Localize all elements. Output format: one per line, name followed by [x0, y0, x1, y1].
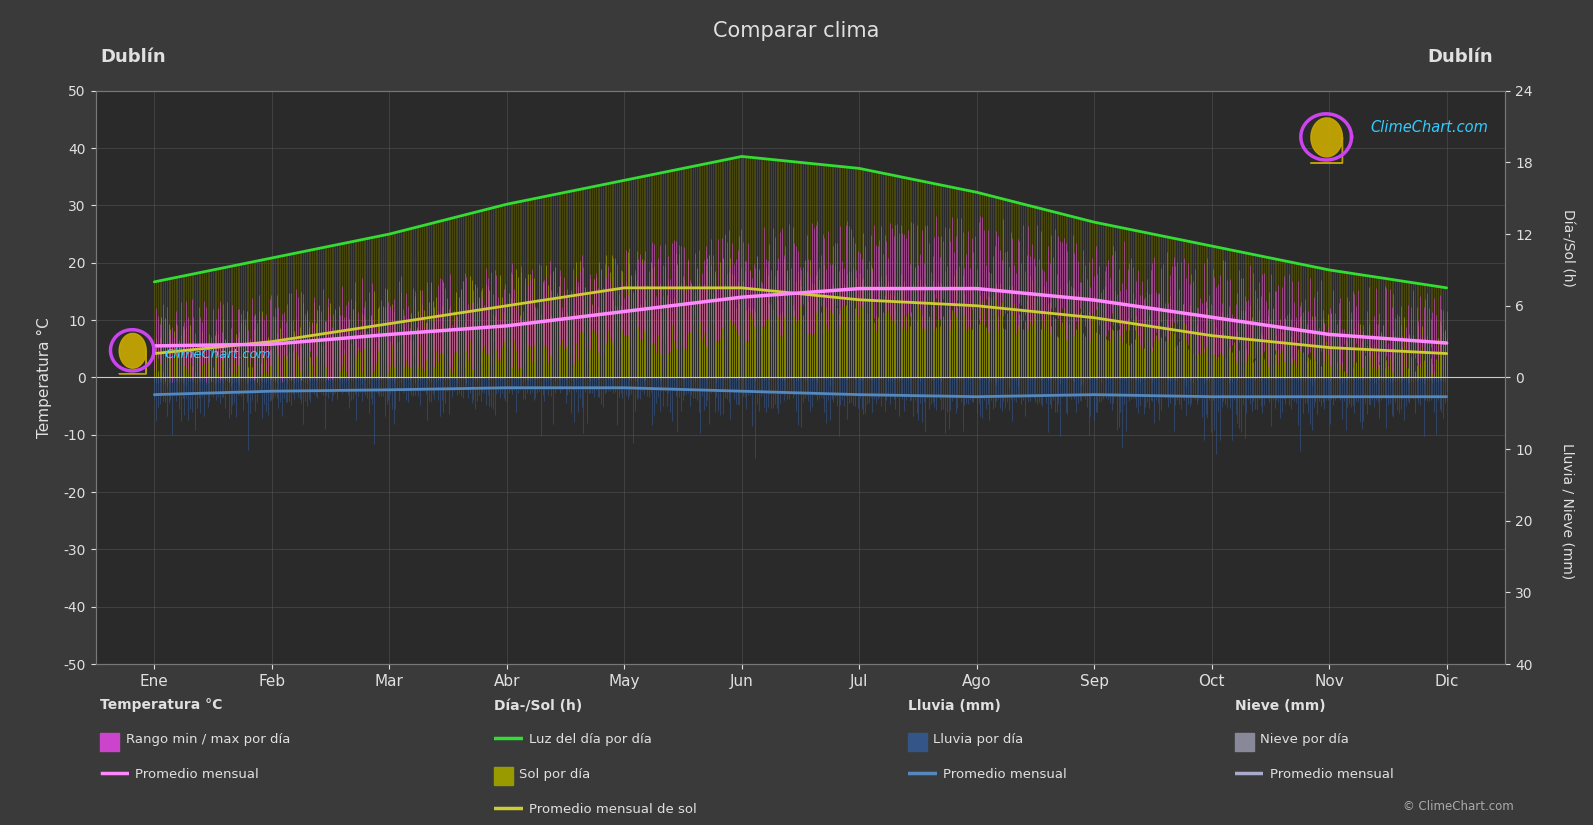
Text: Promedio mensual: Promedio mensual: [1270, 768, 1394, 781]
Text: Lluvia / Nieve (mm): Lluvia / Nieve (mm): [1561, 443, 1574, 580]
Text: Lluvia por día: Lluvia por día: [933, 733, 1024, 747]
Text: Dublín: Dublín: [100, 48, 166, 66]
Text: Promedio mensual: Promedio mensual: [135, 768, 260, 781]
Text: Rango min / max por día: Rango min / max por día: [126, 733, 290, 747]
Text: Nieve por día: Nieve por día: [1260, 733, 1349, 747]
Text: Nieve (mm): Nieve (mm): [1235, 699, 1325, 713]
Text: Sol por día: Sol por día: [519, 768, 591, 781]
Text: ClimeChart.com: ClimeChart.com: [1370, 120, 1488, 135]
Text: Dublín: Dublín: [1427, 48, 1493, 66]
Text: Promedio mensual de sol: Promedio mensual de sol: [529, 803, 696, 816]
Text: © ClimeChart.com: © ClimeChart.com: [1402, 800, 1513, 813]
Text: Comparar clima: Comparar clima: [714, 21, 879, 40]
Text: Lluvia (mm): Lluvia (mm): [908, 699, 1000, 713]
Text: Día-/Sol (h): Día-/Sol (h): [1561, 209, 1574, 286]
Text: Luz del día por día: Luz del día por día: [529, 733, 652, 747]
Text: Promedio mensual: Promedio mensual: [943, 768, 1067, 781]
Text: Día-/Sol (h): Día-/Sol (h): [494, 699, 581, 713]
Y-axis label: Temperatura °C: Temperatura °C: [37, 317, 53, 438]
Text: Temperatura °C: Temperatura °C: [100, 699, 223, 713]
Text: ClimeChart.com: ClimeChart.com: [164, 348, 271, 361]
